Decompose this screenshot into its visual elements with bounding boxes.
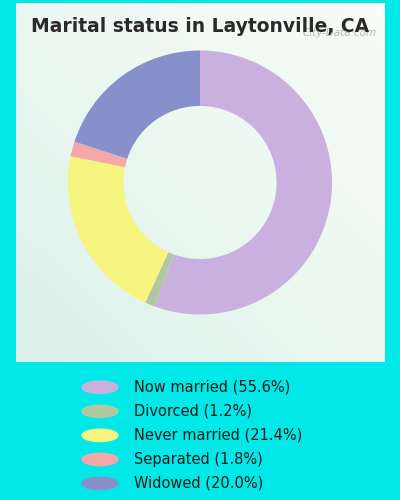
Text: Marital status in Laytonville, CA: Marital status in Laytonville, CA [31, 18, 369, 36]
Wedge shape [74, 50, 200, 159]
Circle shape [82, 429, 118, 442]
Text: City-Data.com: City-Data.com [302, 28, 377, 38]
Text: Divorced (1.2%): Divorced (1.2%) [134, 404, 252, 419]
Text: Now married (55.6%): Now married (55.6%) [134, 380, 290, 395]
Circle shape [82, 405, 118, 417]
Circle shape [82, 381, 118, 394]
Wedge shape [154, 50, 332, 314]
Circle shape [82, 478, 118, 490]
Text: Never married (21.4%): Never married (21.4%) [134, 428, 302, 443]
Wedge shape [68, 156, 168, 302]
Wedge shape [71, 142, 127, 167]
Wedge shape [145, 252, 174, 306]
Text: Separated (1.8%): Separated (1.8%) [134, 452, 263, 467]
Circle shape [82, 453, 118, 466]
Text: Widowed (20.0%): Widowed (20.0%) [134, 476, 263, 491]
